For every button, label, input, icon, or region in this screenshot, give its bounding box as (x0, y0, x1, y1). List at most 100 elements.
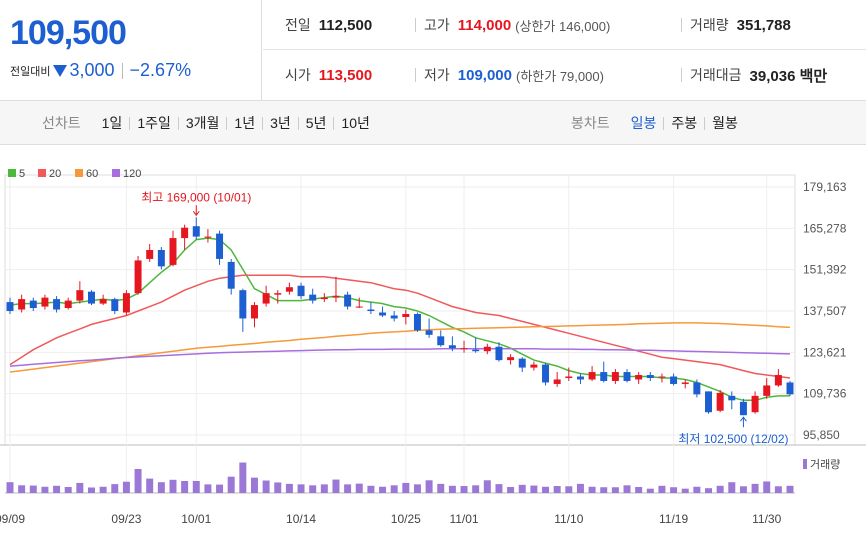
candle-body (658, 376, 666, 378)
volume-bar (309, 485, 317, 493)
volume-bar (367, 485, 375, 493)
volume-bar (402, 482, 410, 493)
legend-label: 5 (19, 168, 25, 180)
stat-label: 거래량 (690, 17, 729, 33)
candle-body (76, 290, 84, 301)
volume-legend-swatch (803, 459, 807, 469)
candle-body (681, 382, 689, 384)
price-change: 전일대비 3,000 −2.67% (10, 60, 191, 81)
period-5y[interactable]: 5년 (297, 116, 334, 130)
period-3y[interactable]: 3년 (262, 116, 298, 130)
period-1w[interactable]: 1주일 (129, 116, 178, 130)
candle-body (41, 297, 49, 307)
ma-line-20 (9, 274, 791, 379)
volume-bar (297, 484, 305, 493)
volume-bar (76, 482, 84, 493)
volume-bar (635, 487, 643, 493)
volume-bar (239, 462, 247, 493)
candle-body (786, 382, 794, 395)
volume-bar (332, 479, 340, 493)
stat-label: 고가 (424, 17, 450, 33)
candle-body (274, 293, 282, 295)
volume-bar (460, 486, 468, 493)
candle-body (309, 294, 317, 301)
ma-line-120 (9, 348, 791, 367)
high-arrow-head (192, 210, 200, 217)
stat-label: 저가 (424, 67, 450, 83)
candle-body (611, 372, 619, 381)
volume-bar (507, 487, 515, 493)
volume-bar (495, 484, 503, 493)
y-tick-label: 95,850 (803, 428, 840, 442)
candle-body (716, 392, 724, 411)
candle-body (157, 249, 165, 267)
candle-daily[interactable]: 일봉 (630, 114, 657, 131)
candle-body (413, 313, 421, 331)
candle-body (53, 299, 61, 310)
period-10y[interactable]: 10년 (333, 116, 376, 130)
x-tick-label: 10/14 (286, 512, 316, 526)
candle-body (99, 299, 107, 304)
volume-bar (216, 484, 224, 493)
volume-bar (774, 486, 782, 493)
stat-low: 저가 109,000 (하한가 79,000) (415, 50, 604, 100)
volume-bar (320, 484, 328, 493)
volume-bar (344, 484, 352, 493)
volume-bar (29, 485, 37, 493)
candle-body (437, 336, 445, 346)
lower-limit: (하한가 79,000) (516, 68, 604, 84)
chart-canvas: 179,163 165,278 151,392 137,507 123,621 109,7… (0, 168, 866, 526)
change-value: 3,000 (69, 60, 115, 80)
period-3m[interactable]: 3개월 (177, 116, 227, 130)
volume-bar (576, 483, 584, 493)
volume-bar (483, 480, 491, 493)
volume-bar (542, 486, 550, 493)
candle-body (320, 297, 328, 300)
candle-weekly[interactable]: 주봉 (663, 116, 704, 130)
current-price: 109,500 (10, 14, 127, 52)
candle-body (448, 345, 456, 349)
volume-bar (250, 477, 258, 493)
volume-bar (693, 486, 701, 493)
divider (681, 18, 682, 32)
stat-value: 114,000 (457, 16, 512, 34)
candle-body (565, 376, 573, 378)
volume-legend-label: 거래량 (810, 458, 840, 471)
divider (121, 62, 123, 79)
x-tick-label: 11/10 (554, 512, 583, 526)
volume-bar (728, 482, 736, 493)
candle-body (542, 364, 550, 383)
volume-bar (227, 476, 235, 493)
volume-bar (379, 486, 387, 493)
volume-bar (134, 469, 142, 493)
x-tick-label: 10/01 (181, 512, 211, 526)
ma-line-5 (9, 237, 790, 402)
candle-body (239, 290, 247, 319)
candle-body (204, 236, 212, 238)
volume-bar (670, 487, 678, 493)
candle-monthly[interactable]: 월봉 (704, 116, 745, 130)
candle-body (495, 346, 503, 361)
candle-body (588, 372, 596, 380)
candle-body (18, 299, 26, 310)
volume-bar (204, 484, 212, 493)
stat-value: 109,000 (457, 66, 512, 84)
candle-body (518, 358, 526, 368)
candle-body (507, 357, 515, 361)
candle-body (472, 349, 480, 352)
candle-body (64, 300, 72, 309)
volume-bar (53, 485, 61, 493)
ma-line-60 (9, 322, 791, 373)
period-1y[interactable]: 1년 (226, 116, 262, 130)
period-1d[interactable]: 1일 (101, 114, 123, 131)
volume-bar (553, 486, 561, 493)
volume-bar (472, 485, 480, 493)
stat-value: 112,500 (318, 16, 373, 34)
y-tick-label: 151,392 (803, 263, 847, 277)
low-annotation: 최저 102,500 (12/02) (678, 432, 788, 446)
volume-bar (88, 487, 95, 493)
stats-panel: 전일 112,500 고가 114,000 (상한가 146,000) 거래량 … (263, 0, 866, 101)
volume-bar (355, 483, 363, 493)
x-tick-label: 09/23 (111, 512, 141, 526)
low-arrow-head (740, 416, 747, 422)
